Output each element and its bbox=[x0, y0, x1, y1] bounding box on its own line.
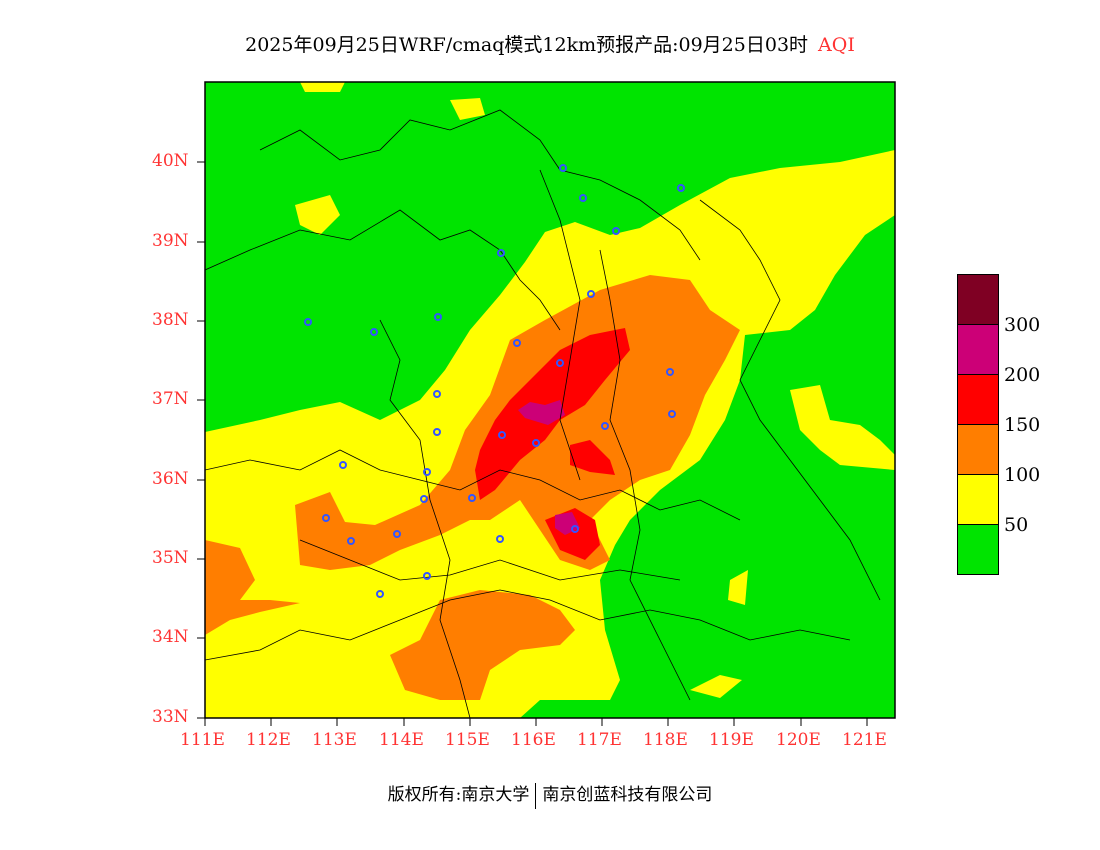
separator bbox=[535, 782, 537, 809]
axis-ticks bbox=[197, 161, 868, 726]
map-title: 2025年09月25日WRF/cmaq模式12km预报产品:09月25日03时 A… bbox=[0, 30, 1100, 57]
x-tick-label: 114E bbox=[379, 730, 424, 750]
y-tick-label: 37N bbox=[152, 389, 189, 409]
legend-label: 100 bbox=[1004, 464, 1041, 486]
x-tick-label: 117E bbox=[577, 730, 622, 750]
y-tick-label: 36N bbox=[152, 469, 189, 489]
y-tick-label: 39N bbox=[152, 231, 189, 251]
x-tick-label: 121E bbox=[842, 730, 887, 750]
legend-swatch bbox=[958, 425, 998, 475]
aqi-magenta-spots bbox=[518, 400, 580, 535]
copyright-right: 南京创蓝科技有限公司 bbox=[542, 785, 713, 805]
aqi-red-core bbox=[475, 328, 630, 560]
legend-label: 200 bbox=[1004, 364, 1041, 386]
legend-label: 300 bbox=[1004, 314, 1041, 336]
legend-swatch bbox=[958, 275, 998, 325]
legend-swatch bbox=[958, 525, 998, 574]
x-tick-label: 116E bbox=[511, 730, 556, 750]
y-tick-label: 34N bbox=[152, 627, 189, 647]
x-tick-label: 120E bbox=[776, 730, 821, 750]
y-tick-label: 35N bbox=[152, 548, 189, 568]
variable-label: AQI bbox=[818, 34, 855, 56]
x-tick-label: 118E bbox=[643, 730, 688, 750]
color-legend bbox=[957, 274, 999, 575]
title-text: 2025年09月25日WRF/cmaq模式12km预报产品:09月25日03时 bbox=[245, 34, 809, 56]
x-tick-label: 112E bbox=[246, 730, 291, 750]
x-tick-label: 111E bbox=[180, 730, 225, 750]
copyright-left: 版权所有:南京大学 bbox=[387, 785, 530, 805]
legend-swatch bbox=[958, 475, 998, 525]
y-tick-label: 38N bbox=[152, 310, 189, 330]
y-tick-label: 40N bbox=[152, 151, 189, 171]
boundary-lines bbox=[205, 109, 881, 718]
copyright-footer: 版权所有:南京大学 南京创蓝科技有限公司 bbox=[0, 780, 1100, 809]
station-markers bbox=[304, 164, 685, 598]
aqi-orange-south bbox=[205, 540, 575, 700]
x-tick-label: 115E bbox=[445, 730, 490, 750]
y-tick-label: 33N bbox=[152, 707, 189, 727]
aqi-yellow-east bbox=[790, 385, 895, 470]
legend-label: 150 bbox=[1004, 414, 1041, 436]
legend-swatch bbox=[958, 375, 998, 425]
x-tick-label: 119E bbox=[709, 730, 754, 750]
legend-swatch bbox=[958, 325, 998, 375]
x-tick-label: 113E bbox=[312, 730, 357, 750]
legend-label: 50 bbox=[1004, 514, 1029, 536]
